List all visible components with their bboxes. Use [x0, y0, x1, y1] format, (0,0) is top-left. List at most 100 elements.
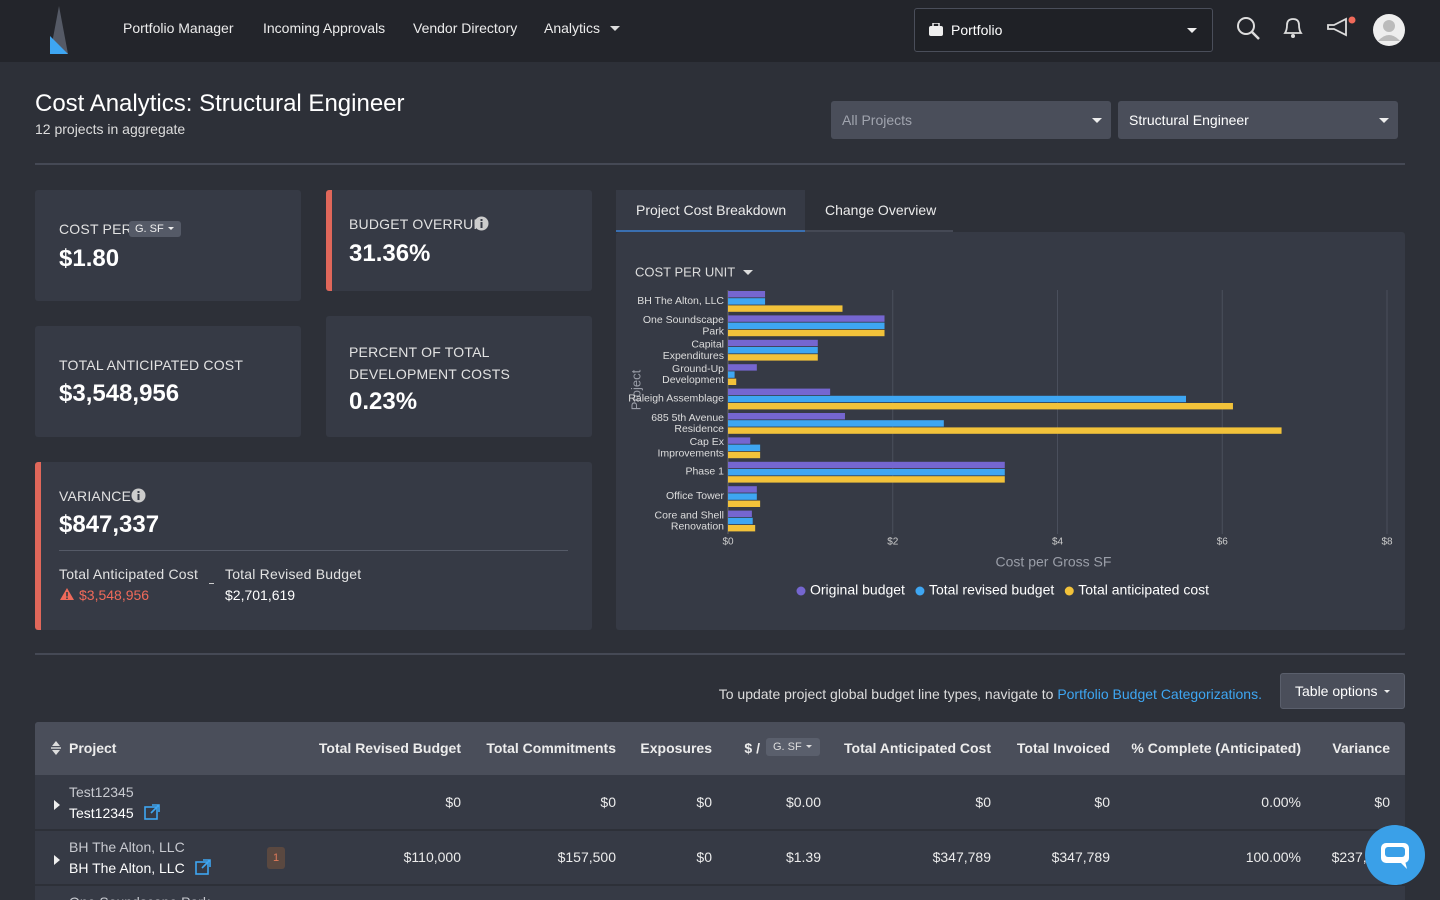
info-icon[interactable] — [131, 488, 146, 503]
bar — [728, 291, 766, 298]
cell: $347,789 — [1051, 849, 1110, 865]
cell: $0 — [696, 849, 712, 865]
external-link-icon[interactable] — [194, 859, 211, 875]
caret — [805, 745, 812, 748]
label-line: Residence — [674, 423, 724, 435]
nav-item[interactable]: Incoming Approvals — [263, 20, 386, 36]
column-header[interactable]: % Complete (Anticipated) — [1131, 740, 1301, 756]
search-icon[interactable] — [1236, 16, 1262, 42]
logo — [50, 6, 68, 54]
column-header[interactable]: Total Invoiced — [1016, 740, 1110, 756]
x-tick-label: $2 — [887, 537, 899, 548]
bar — [728, 364, 757, 371]
divider — [35, 163, 1405, 165]
table — [35, 722, 1405, 900]
column-header[interactable]: Total Commitments — [486, 740, 616, 756]
legend-swatch — [1064, 586, 1074, 596]
caret — [1379, 118, 1389, 123]
y-tick-label: Ground-Up Development — [662, 363, 724, 386]
tab[interactable]: Change Overview — [805, 190, 953, 232]
y-tick-label: Raleigh Assemblage — [628, 392, 724, 404]
page-subtitle: 12 projects in aggregate — [35, 121, 186, 137]
bar — [728, 500, 761, 507]
bar — [728, 354, 818, 361]
caret — [167, 227, 174, 230]
table-options-button[interactable]: Table options — [1280, 673, 1405, 709]
bar — [728, 347, 818, 354]
cell: 100.00% — [1245, 849, 1301, 865]
column-header[interactable]: $ / — [744, 740, 760, 756]
expand-caret[interactable] — [53, 852, 61, 865]
bar — [728, 413, 845, 420]
bar — [728, 322, 885, 329]
card-label: TOTAL ANTICIPATED COST — [59, 357, 244, 373]
info-icon[interactable] — [474, 216, 489, 231]
column-header[interactable]: Exposures — [640, 740, 712, 756]
nav-item[interactable]: Analytics — [544, 20, 601, 36]
bar — [728, 461, 1005, 469]
bar — [728, 476, 1005, 483]
row-name[interactable]: BH The Alton, LLC — [69, 860, 185, 876]
bar — [728, 451, 761, 459]
row-name[interactable]: Test12345 — [69, 805, 134, 821]
caret — [1092, 118, 1102, 123]
nav-item[interactable]: Vendor Directory — [413, 20, 518, 36]
card-value: $1.80 — [59, 245, 120, 272]
button-label: Table options — [1295, 683, 1378, 699]
separator — [209, 583, 214, 584]
column-header[interactable]: Total Anticipated Cost — [844, 740, 991, 756]
cell: $0 — [696, 794, 712, 810]
page-title: Cost Analytics: Structural Engineer — [35, 90, 405, 117]
bar — [728, 493, 757, 500]
x-axis-title: Cost per Gross SF — [996, 554, 1112, 570]
bar — [728, 427, 1282, 434]
caret — [743, 270, 753, 275]
bar — [728, 305, 843, 312]
bar — [728, 315, 885, 322]
portfolio-select[interactable]: Portfolio — [914, 8, 1213, 52]
cell: 0.00% — [1261, 794, 1301, 810]
bar — [728, 510, 752, 517]
y-tick-label: Cap Ex Improvements — [657, 436, 724, 459]
nav-item[interactable]: Portfolio Manager — [123, 20, 234, 36]
bar — [728, 371, 735, 378]
caret — [1187, 28, 1197, 33]
bell-icon[interactable] — [1282, 16, 1304, 40]
card-overrun: BUDGET OVERRUN 31.36% — [326, 190, 592, 291]
column-header[interactable]: Project — [69, 740, 117, 756]
card-percent: PERCENT OF TOTAL DEVELOPMENT COSTS 0.23% — [326, 316, 592, 437]
badge: 1 — [267, 847, 285, 869]
bar — [728, 329, 885, 337]
external-link-icon[interactable] — [143, 804, 160, 820]
label-line: Development — [662, 374, 724, 386]
announce-icon[interactable] — [1326, 15, 1358, 41]
unit-pill[interactable]: G. SF — [766, 738, 820, 756]
row-sub: One Soundscape Park — [69, 894, 210, 900]
column-header[interactable]: Total Revised Budget — [318, 740, 461, 756]
card-label: VARIANCE — [59, 488, 132, 504]
unit-label: G. SF — [773, 741, 802, 753]
label-line: Expenditures — [663, 350, 724, 362]
chat-button[interactable] — [1365, 825, 1425, 885]
sort-icon[interactable] — [50, 741, 62, 755]
tab-active[interactable]: Project Cost Breakdown — [616, 190, 805, 232]
notice-link[interactable]: Portfolio Budget Categorizations. — [1057, 686, 1262, 702]
trade-filter[interactable]: Structural Engineer — [1118, 101, 1398, 139]
label-line: Improvements — [657, 447, 724, 459]
chart-title: COST PER UNIT — [635, 264, 735, 279]
bar — [728, 403, 1233, 410]
avatar[interactable] — [1373, 14, 1405, 46]
caret — [1384, 690, 1390, 693]
notice: To update project global budget line typ… — [719, 686, 1262, 702]
unit-pill[interactable]: G. SF — [129, 221, 181, 237]
sub-value: $2,701,619 — [225, 587, 296, 603]
briefcase-icon — [929, 23, 943, 36]
bar — [728, 378, 737, 385]
expand-caret[interactable] — [53, 797, 61, 810]
table-header — [35, 722, 1405, 775]
row-divider — [35, 884, 1405, 886]
project-filter[interactable]: All Projects — [831, 101, 1111, 139]
column-header[interactable]: Variance — [1332, 740, 1390, 756]
card-value: 0.23% — [349, 388, 418, 415]
